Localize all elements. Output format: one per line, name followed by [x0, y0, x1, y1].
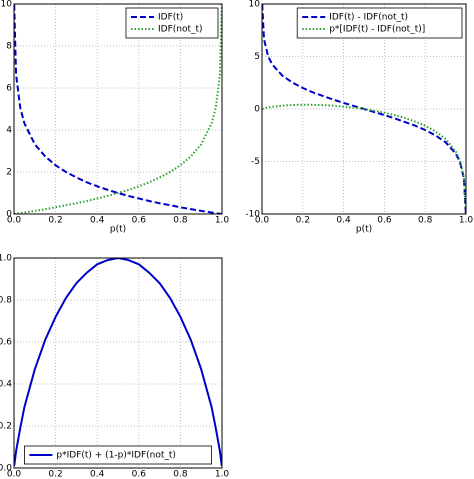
subplot: 0.0 0.2 0.4 0.6 0.8 1.0 0 2 4 6 8 10 p(t) IDF(t) IDF(n… [1, 0, 230, 235]
x-tick-label: 0.2 [48, 216, 62, 226]
y-tick-label: 10 [249, 0, 261, 10]
legend-label: IDF(not_t) [158, 25, 203, 35]
y-tick-label: 1.0 [0, 254, 12, 264]
axes-frame [13, 3, 223, 215]
subplot: 0.0 0.2 0.4 0.6 0.8 1.0 0.0 0.2 0.4 0.6 0.8 1.0 p*ID… [0, 254, 229, 479]
x-tick-label: 0.4 [90, 216, 105, 226]
y-tick-label: -10 [245, 210, 260, 220]
legend: IDF(t) - IDF(not_t) p*[IDF(t) - IDF(not_t… [296, 7, 463, 39]
y-tick-label: 0.4 [0, 380, 12, 390]
x-tick-label: 0.0 [7, 216, 22, 226]
y-tick-label: 0.6 [0, 338, 12, 348]
legend-box [23, 445, 212, 465]
legend-label: IDF(t) [158, 13, 183, 23]
series-line [262, 103, 466, 214]
y-tick-label: 4 [6, 126, 12, 136]
x-tick-label: 0.6 [377, 216, 392, 226]
legend-box [125, 7, 219, 39]
y-tick-label: -5 [251, 157, 260, 167]
x-tick-label: 0.8 [173, 216, 188, 226]
x-tick-label: 0.2 [48, 470, 62, 479]
x-tick-label: 1.0 [215, 216, 230, 226]
y-tick-label: 10 [1, 0, 13, 10]
series-line [14, 4, 222, 214]
x-tick-label: 0.0 [255, 216, 270, 226]
y-tick-label: 2 [6, 168, 12, 178]
x-tick-label: 0.6 [132, 470, 147, 479]
y-tick-label: 5 [254, 52, 260, 62]
series-line [14, 4, 222, 214]
x-tick-label: 0.6 [132, 216, 147, 226]
legend-label: IDF(t) - IDF(not_t) [329, 13, 408, 23]
x-tick-label: 1.0 [215, 470, 230, 479]
axes-frame [261, 3, 467, 215]
x-axis-label: p(t) [110, 225, 126, 235]
legend-label: p*IDF(t) + (1-p)*IDF(not_t) [56, 451, 176, 461]
x-tick-label: 0.4 [90, 470, 105, 479]
x-tick-label: 0.4 [336, 216, 351, 226]
y-tick-label: 0.8 [0, 296, 12, 306]
subplot: 0.0 0.2 0.4 0.6 0.8 1.0 -10 -5 0 5 10 p(t) IDF(t) - … [245, 0, 473, 235]
y-tick-label: 0.2 [0, 422, 12, 432]
x-tick-label: 0.2 [296, 216, 310, 226]
x-tick-label: 0.8 [173, 470, 188, 479]
y-tick-label: 0 [254, 105, 260, 115]
legend: p*IDF(t) + (1-p)*IDF(not_t) [23, 445, 212, 465]
x-tick-label: 0.0 [7, 470, 22, 479]
legend-label: p*[IDF(t) - IDF(not_t)] [329, 25, 425, 35]
x-tick-label: 0.8 [418, 216, 433, 226]
legend-box [296, 7, 463, 39]
series-line [14, 258, 222, 467]
y-tick-label: 8 [6, 42, 12, 52]
x-tick-label: 1.0 [459, 216, 474, 226]
y-tick-label: 0.0 [0, 464, 12, 474]
legend: IDF(t) IDF(not_t) [125, 7, 219, 39]
x-axis-label: p(t) [356, 225, 372, 235]
axes-frame [13, 257, 223, 469]
y-tick-label: 0 [6, 210, 12, 220]
y-tick-label: 6 [6, 84, 12, 94]
